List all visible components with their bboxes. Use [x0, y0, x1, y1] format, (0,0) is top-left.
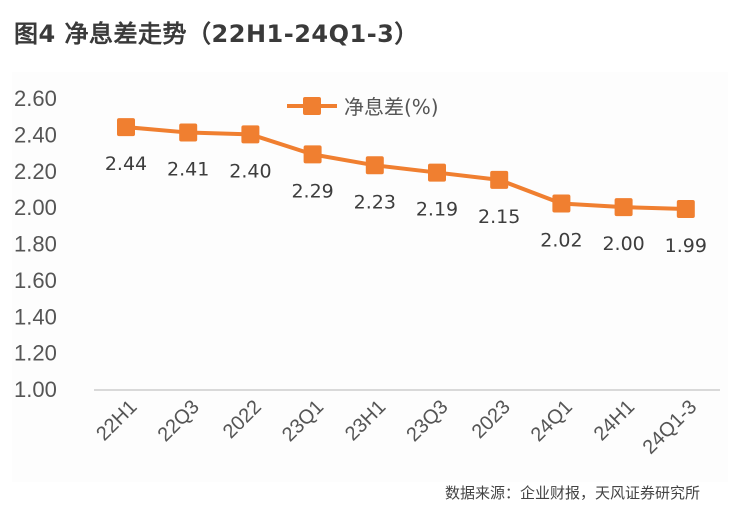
data-point-marker [241, 125, 260, 144]
y-tick-label: 1.40 [14, 304, 57, 329]
x-tick-label: 22Q3 [154, 396, 204, 446]
data-value-label: 2.44 [105, 153, 147, 175]
data-labels: 2.44 2.41 2.40 2.29 2.23 2.19 2.15 2.02 2.00 1.99 [105, 153, 707, 257]
data-point-marker [365, 156, 384, 175]
x-tick-label: 23Q3 [402, 396, 452, 446]
series-line [125, 125, 686, 211]
data-value-label: 2.00 [602, 233, 644, 255]
legend: 净息差(%) [287, 95, 439, 119]
data-value-label: 2.23 [354, 191, 396, 213]
data-point-marker [117, 118, 135, 137]
x-tick-label: 23H1 [341, 396, 390, 445]
data-point-marker [614, 198, 633, 217]
data-value-label: 2.41 [167, 159, 209, 181]
x-tick-label: 2023 [468, 396, 515, 443]
data-value-label: 2.02 [540, 229, 582, 251]
y-tick-label: 2.60 [14, 86, 57, 111]
x-tick-label: 23Q1 [278, 396, 328, 446]
data-value-label: 2.40 [229, 160, 271, 182]
data-source-note: 数据来源：企业财报，天风证券研究所 [444, 484, 700, 502]
data-value-label: 2.19 [416, 199, 458, 221]
data-point-marker [490, 170, 509, 189]
y-tick-label: 2.40 [14, 122, 57, 147]
figure-title: 图4 净息差走势（22H1-24Q1-3） [14, 20, 419, 48]
plot-area [12, 72, 728, 482]
data-point-marker [428, 163, 446, 182]
x-tick-label: 24H1 [590, 396, 639, 445]
y-tick-label: 2.00 [14, 195, 57, 220]
y-axis: 2.60 2.40 2.20 2.00 1.80 1.60 1.40 1.20 1.00 [14, 86, 57, 402]
series-markers [117, 118, 695, 218]
x-tick-label: 22H1 [92, 396, 141, 445]
y-tick-label: 1.00 [14, 377, 57, 402]
data-point-marker [179, 123, 198, 142]
data-point-marker [676, 199, 695, 218]
y-tick-label: 2.20 [14, 159, 57, 184]
data-value-label: 2.29 [291, 180, 333, 202]
data-point-marker [552, 194, 571, 213]
data-value-label: 1.99 [665, 235, 707, 257]
legend-label: 净息差(%) [344, 95, 439, 119]
x-axis: 22H1 22Q3 2022 23Q1 23H1 23Q3 2023 24Q1 24H1 24Q1… [92, 396, 701, 459]
x-tick-label: 2022 [219, 396, 266, 443]
y-tick-label: 1.60 [14, 268, 57, 293]
y-tick-label: 1.80 [14, 232, 57, 257]
legend-square-marker-icon [303, 97, 321, 115]
data-value-label: 2.15 [478, 206, 520, 228]
x-tick-label: 24Q1-3 [639, 396, 702, 459]
y-tick-label: 1.20 [14, 341, 57, 366]
data-point-marker [303, 145, 322, 164]
x-tick-label: 24Q1 [527, 396, 577, 446]
